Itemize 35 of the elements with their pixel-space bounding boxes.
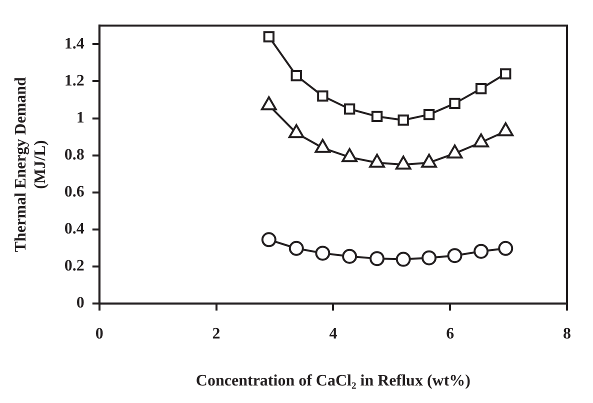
point: [398, 114, 409, 126]
point: [263, 31, 274, 42]
point: [449, 98, 460, 110]
y-tick-label: 0.8: [64, 146, 84, 164]
x-tick-label: 8: [563, 325, 571, 342]
x-tick-label: 0: [95, 325, 104, 342]
point: [500, 68, 512, 80]
point: [474, 244, 489, 259]
y-axis-title: Thermal Energy Demand (MJ/L): [12, 76, 49, 252]
point: [371, 110, 383, 122]
x-tick-label: 6: [446, 325, 454, 342]
y-tick-label: 0.2: [64, 258, 84, 275]
point: [315, 246, 330, 261]
point: [423, 108, 435, 120]
y-tick-label: 1.4: [64, 35, 84, 52]
point: [475, 83, 487, 94]
y-tick-label: 1.2: [64, 72, 84, 90]
point: [396, 252, 411, 267]
y-tick-label: 0.6: [64, 184, 84, 201]
point: [447, 248, 462, 264]
x-tick-label: 4: [329, 325, 338, 342]
point: [342, 248, 358, 264]
point: [290, 70, 302, 82]
point: [261, 232, 276, 248]
x-axis-title: Concentration of CaCl₂ in Reflux (wt%): [196, 372, 470, 390]
point: [498, 240, 514, 256]
y-tick-label: 0: [76, 294, 84, 312]
point: [317, 90, 328, 102]
point: [288, 240, 304, 256]
point: [344, 103, 356, 115]
y-tick-label: 0.4: [64, 220, 84, 238]
y-tick-label: 1: [76, 109, 84, 126]
point: [422, 250, 437, 266]
point: [370, 251, 385, 266]
x-tick-label: 2: [212, 325, 220, 342]
